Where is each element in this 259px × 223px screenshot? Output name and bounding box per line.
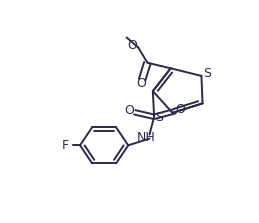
Text: F: F [62,139,69,152]
Text: NH: NH [137,132,156,145]
Text: O: O [125,104,134,117]
Text: O: O [175,103,185,116]
Text: O: O [136,77,146,90]
Text: S: S [155,111,163,124]
Text: O: O [128,39,138,52]
Text: S: S [203,67,211,80]
